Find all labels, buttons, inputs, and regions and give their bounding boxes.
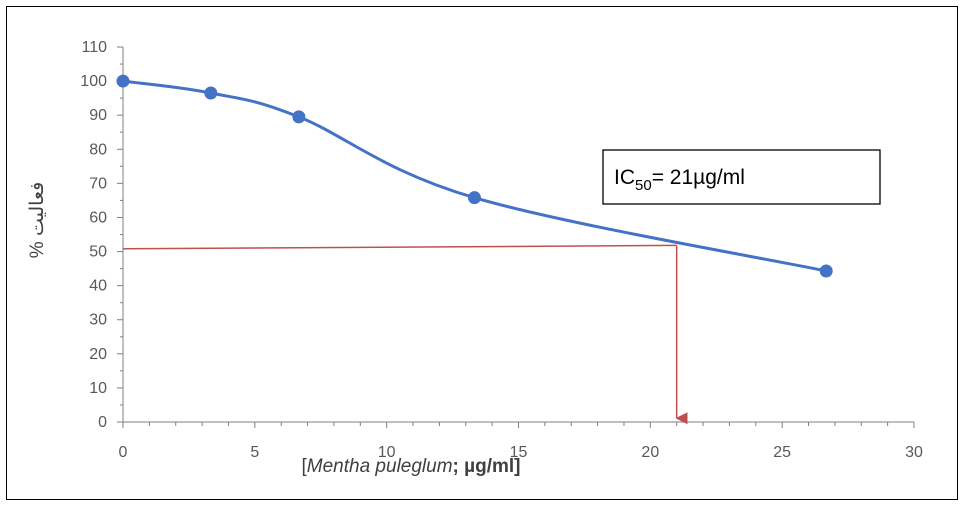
y-axis-title: % فعالیت bbox=[27, 182, 48, 258]
data-point bbox=[204, 86, 218, 100]
ic50-annotation: IC50= 21µg/ml bbox=[602, 149, 881, 205]
axes: 0 10 20 30 40 50 60 70 80 90 100 110 0 5 10 15 20 25 30 bbox=[80, 39, 923, 461]
data-point bbox=[116, 74, 130, 88]
x-axis-title: [Mentha puleglum; µg/ml] bbox=[302, 456, 521, 477]
data-point bbox=[467, 191, 481, 205]
y-tick-label: 10 bbox=[89, 380, 107, 397]
x-tick-label: 30 bbox=[905, 444, 923, 461]
y-tick-label: 0 bbox=[98, 414, 107, 431]
x-tick-label: 10 bbox=[378, 444, 396, 461]
x-tick-label: 5 bbox=[250, 444, 259, 461]
x-axis-title-part: [ bbox=[302, 456, 308, 477]
y-tick-label: 110 bbox=[81, 39, 107, 56]
y-tick-label: 20 bbox=[89, 346, 107, 363]
x-axis-title-part: Mentha puleglum bbox=[307, 456, 453, 477]
x-tick-label: 15 bbox=[510, 444, 528, 461]
y-tick-label: 80 bbox=[89, 141, 107, 158]
y-tick-label: 40 bbox=[89, 278, 107, 295]
x-tick-label: 20 bbox=[641, 444, 659, 461]
reference-lines bbox=[122, 244, 688, 425]
annotation-text: IC50= 21µg/ml bbox=[614, 166, 745, 194]
y-tick-label: 60 bbox=[89, 209, 107, 226]
y-tick-label: 30 bbox=[89, 312, 107, 329]
y-tick-label: 100 bbox=[80, 73, 107, 90]
ic50-horizontal-line bbox=[122, 244, 677, 250]
chart-frame bbox=[6, 6, 958, 500]
data-point bbox=[292, 110, 306, 124]
x-axis-title-part: ; µg/ml] bbox=[453, 456, 521, 477]
x-tick-label: 0 bbox=[119, 444, 128, 461]
y-tick-label: 90 bbox=[89, 107, 107, 124]
y-tick-label: 50 bbox=[89, 244, 107, 261]
data-point bbox=[819, 264, 833, 278]
annotation-box bbox=[602, 149, 881, 205]
x-tick-label: 25 bbox=[773, 444, 791, 461]
y-tick-label: 70 bbox=[89, 175, 107, 192]
data-series bbox=[116, 74, 833, 278]
